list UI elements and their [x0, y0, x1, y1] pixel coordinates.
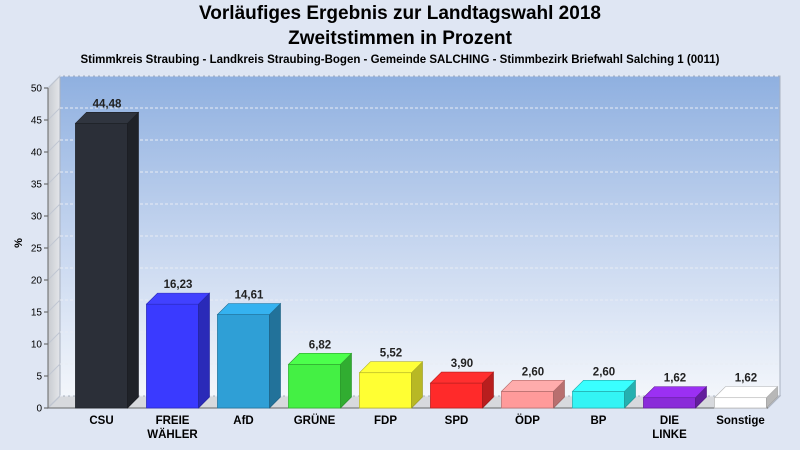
y-tick-label: 30 [31, 212, 43, 223]
data-label: 2,60 [593, 366, 615, 378]
x-tick-label: SPD [445, 415, 469, 427]
x-tick-label: FREIE [156, 415, 190, 427]
gridline-side [47, 203, 61, 217]
bar [430, 382, 483, 409]
data-label: 44,48 [93, 98, 122, 110]
gridline-side [47, 75, 61, 89]
bar [714, 397, 767, 409]
data-label: 1,62 [735, 373, 757, 385]
gridline-side [47, 139, 61, 153]
data-label: 1,62 [664, 373, 686, 385]
bar-side [127, 111, 139, 409]
gridline-side [47, 171, 61, 185]
bar-top [571, 380, 637, 392]
gridline-side [47, 395, 61, 409]
bar [359, 372, 412, 409]
bar [288, 363, 341, 409]
y-tick-label: 10 [31, 340, 43, 351]
x-tick-label: BP [591, 415, 607, 427]
x-tick-label: ÖDP [515, 414, 540, 427]
bar-top [74, 112, 140, 124]
data-label: 6,82 [309, 339, 331, 351]
x-tick-label: AfD [233, 415, 253, 427]
bar-top [713, 386, 779, 398]
gridline-side [47, 267, 61, 281]
bar-top [429, 371, 495, 384]
y-axis-label: % [13, 238, 25, 248]
y-tick-label: 45 [31, 116, 43, 127]
bar-side [269, 302, 281, 409]
bar-top [500, 380, 566, 392]
bar-top [145, 292, 211, 305]
data-label: 2,60 [522, 366, 544, 378]
data-label: 16,23 [164, 279, 193, 291]
data-label: 14,61 [235, 289, 264, 301]
chart-subtitle: Zweitstimmen in Prozent [288, 28, 512, 49]
gridline-side [47, 363, 61, 377]
y-tick-label: 50 [31, 84, 43, 95]
gridline-side [47, 331, 61, 345]
x-tick-label: FDP [374, 415, 397, 427]
chart-title: Vorläufiges Ergebnis zur Landtagswahl 20… [199, 3, 601, 24]
x-tick-label: GRÜNE [294, 414, 336, 427]
bar [75, 122, 128, 409]
y-tick-label: 40 [31, 148, 43, 159]
chart-caption: Stimmkreis Straubing - Landkreis Straubi… [80, 54, 720, 66]
bar-top [216, 303, 282, 315]
y-tick-label: 0 [36, 404, 42, 415]
bar [572, 390, 625, 409]
bar [501, 390, 554, 409]
gridline-side [47, 107, 61, 121]
data-label: 5,52 [380, 348, 402, 360]
gridline-side [47, 299, 61, 313]
bar [146, 303, 199, 409]
x-tick-label: CSU [89, 415, 113, 427]
y-tick-label: 20 [31, 276, 43, 287]
bar-top [358, 361, 424, 373]
y-tick-label: 25 [31, 244, 43, 255]
x-tick-label: LINKE [652, 429, 687, 441]
bar [217, 314, 270, 409]
x-tick-label: Sonstige [716, 415, 765, 427]
bar-top [287, 353, 353, 365]
data-label: 3,90 [451, 358, 473, 370]
y-tick-label: 35 [31, 180, 43, 191]
bar [643, 397, 696, 409]
bar-side [198, 292, 210, 409]
y-tick-label: 5 [36, 372, 42, 383]
gridline-side [47, 235, 61, 249]
x-tick-label: DIE [660, 415, 680, 427]
bar-top [642, 386, 708, 398]
x-tick-label: WÄHLER [147, 428, 198, 441]
y-tick-label: 15 [31, 308, 43, 319]
